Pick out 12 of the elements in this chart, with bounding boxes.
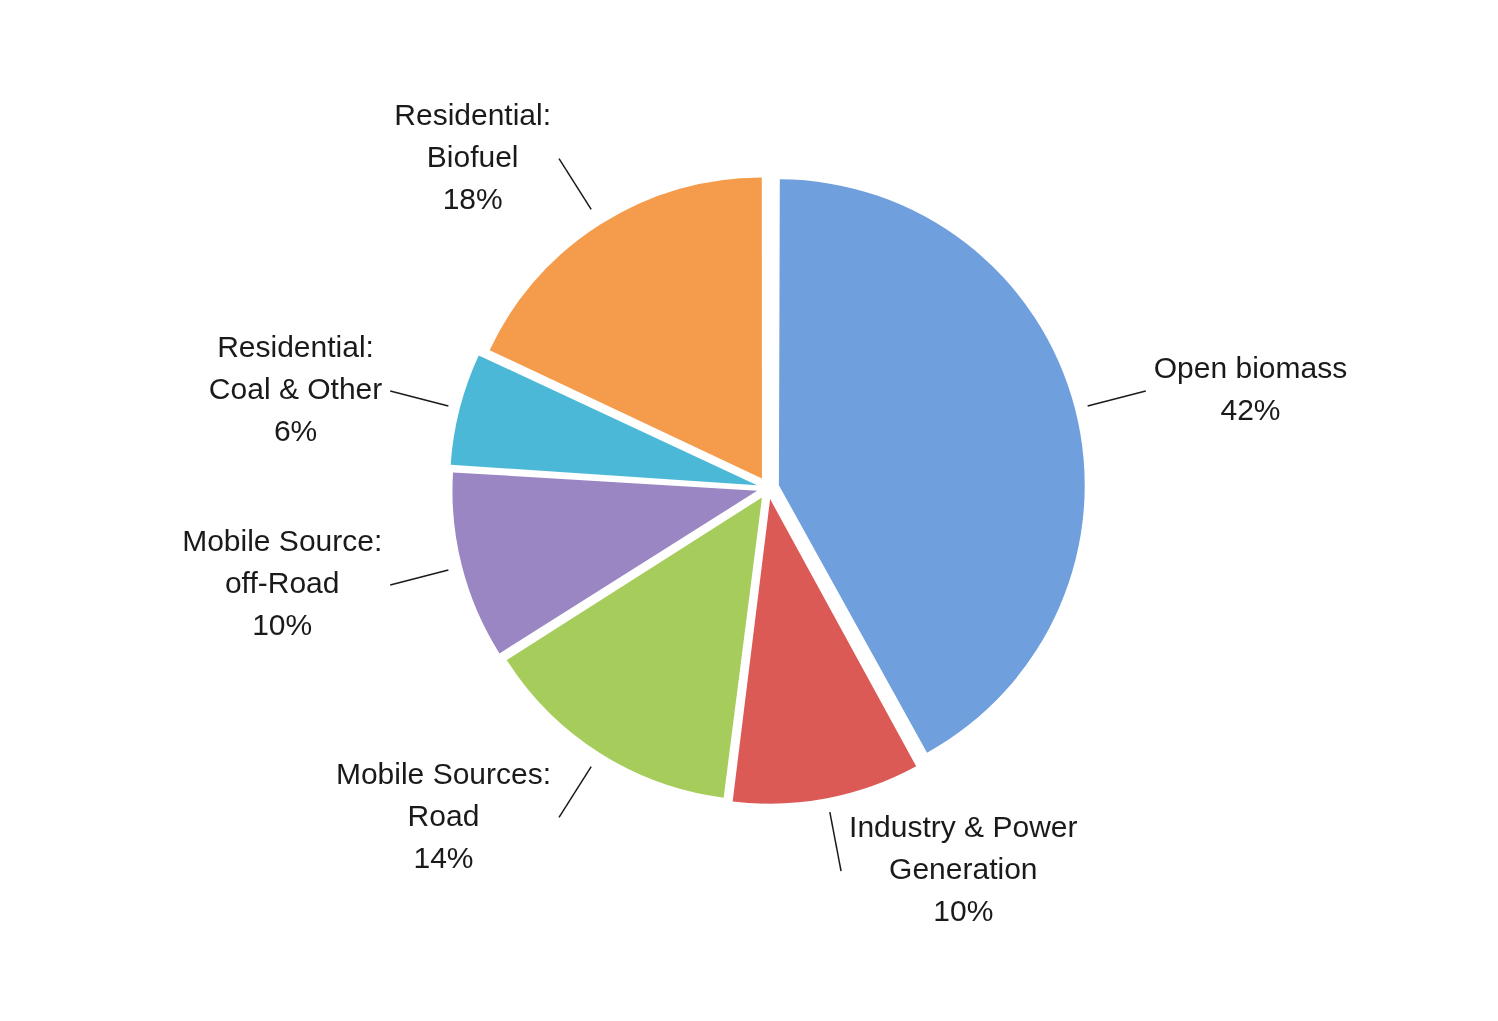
slice-label: Open biomass <box>1153 351 1348 385</box>
data-label: 10% <box>252 608 313 642</box>
slice-label: Industry & Power Generation <box>849 810 1078 886</box>
data-label: 6% <box>273 414 318 448</box>
slice-label: Residential: Coal & Other <box>208 330 383 406</box>
slice-label: Mobile Sources: Road <box>335 756 552 832</box>
data-label: 42% <box>1220 393 1281 427</box>
data-label: 14% <box>413 840 474 874</box>
data-label: 18% <box>442 181 503 215</box>
data-label: 10% <box>933 894 994 928</box>
slice-label: Residential: Biofuel <box>394 97 552 173</box>
slice-label: Mobile Source: off-Road <box>182 524 383 600</box>
